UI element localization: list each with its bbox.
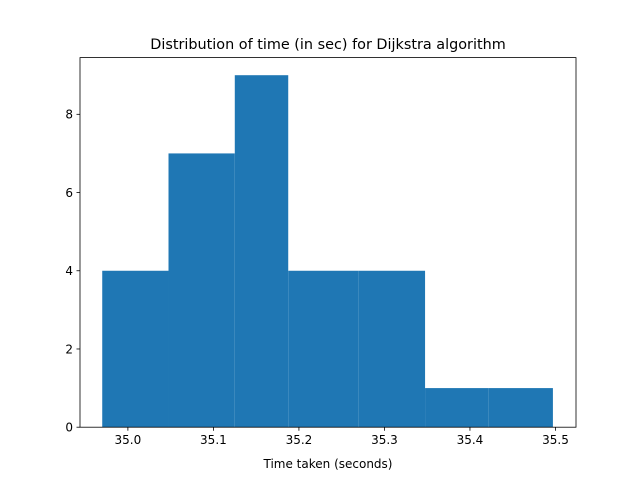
- x-tick-label: 35.4: [457, 433, 484, 447]
- y-tick-label: 4: [65, 264, 73, 278]
- histogram-bar: [288, 270, 359, 428]
- histogram-bar: [425, 388, 489, 428]
- x-axis-ticks: 35.0 35.1 35.2 35.3 35.4 35.5: [115, 427, 569, 447]
- plot-frame: [79, 57, 577, 428]
- x-tick-label: 35.3: [371, 433, 398, 447]
- histogram-bar: [358, 270, 426, 428]
- histogram-bar: [488, 388, 553, 428]
- y-tick-label: 6: [65, 186, 73, 200]
- x-axis-label: Time taken (seconds): [263, 457, 393, 471]
- histogram-bar: [102, 270, 169, 428]
- y-axis-ticks: 0 2 4 6 8: [65, 108, 80, 435]
- x-tick-label: 35.0: [115, 433, 142, 447]
- y-tick-label: 8: [65, 108, 73, 122]
- histogram-bar: [168, 153, 235, 428]
- bars-group: [102, 75, 553, 428]
- x-tick-label: 35.2: [286, 433, 313, 447]
- x-tick-label: 35.1: [200, 433, 227, 447]
- y-tick-label: 2: [65, 342, 73, 356]
- chart-title: Distribution of time (in sec) for Dijkst…: [150, 37, 506, 53]
- x-tick-label: 35.5: [542, 433, 569, 447]
- y-tick-label: 0: [65, 421, 73, 435]
- histogram-bar: [234, 75, 289, 428]
